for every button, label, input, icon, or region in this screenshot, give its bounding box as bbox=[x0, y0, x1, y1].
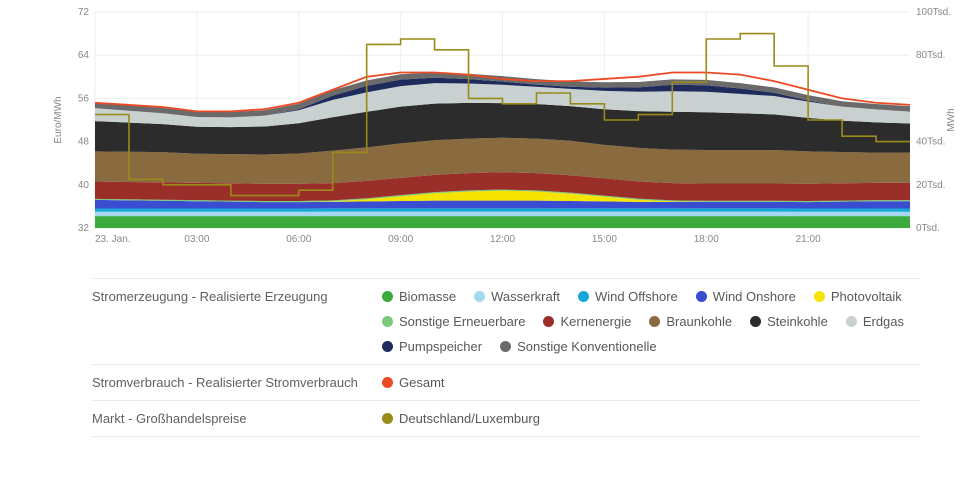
legend-dot-icon bbox=[649, 316, 660, 327]
legend-item-label: Steinkohle bbox=[767, 314, 828, 329]
legend-item-de_lu[interactable]: Deutschland/Luxemburg bbox=[382, 411, 540, 426]
svg-text:56: 56 bbox=[78, 93, 90, 104]
legend-items: Biomasse Wasserkraft Wind Offshore Wind Ons… bbox=[382, 289, 920, 354]
legend-section-erzeugung: Stromerzeugung - Realisierte Erzeugung B… bbox=[92, 278, 920, 364]
legend-dot-icon bbox=[500, 341, 511, 352]
legend-item-kernenergie[interactable]: Kernenergie bbox=[543, 314, 631, 329]
legend-item-label: Wind Onshore bbox=[713, 289, 796, 304]
svg-text:100Tsd.: 100Tsd. bbox=[916, 7, 951, 18]
legend-dot-icon bbox=[846, 316, 857, 327]
legend-item-erdgas[interactable]: Erdgas bbox=[846, 314, 904, 329]
legend-dot-icon bbox=[474, 291, 485, 302]
legend-item-label: Wasserkraft bbox=[491, 289, 560, 304]
legend-item-wind_onshore[interactable]: Wind Onshore bbox=[696, 289, 796, 304]
svg-text:80Tsd.: 80Tsd. bbox=[916, 50, 945, 61]
legend-item-gesamt[interactable]: Gesamt bbox=[382, 375, 445, 390]
legend-section-verbrauch: Stromverbrauch - Realisierter Stromverbr… bbox=[92, 364, 920, 400]
legend-items: Deutschland/Luxemburg bbox=[382, 411, 540, 426]
area-wind_offshore bbox=[95, 208, 910, 211]
legend-item-pumpspeicher[interactable]: Pumpspeicher bbox=[382, 339, 482, 354]
legend-item-label: Deutschland/Luxemburg bbox=[399, 411, 540, 426]
legend-item-label: Photovoltaik bbox=[831, 289, 902, 304]
legend-item-label: Sonstige Erneuerbare bbox=[399, 314, 525, 329]
legend-dot-icon bbox=[382, 377, 393, 388]
legend-item-wasserkraft[interactable]: Wasserkraft bbox=[474, 289, 560, 304]
legend-dot-icon bbox=[382, 316, 393, 327]
svg-text:03:00: 03:00 bbox=[184, 234, 209, 245]
legend-item-label: Sonstige Konventionelle bbox=[517, 339, 657, 354]
legend-dot-icon bbox=[578, 291, 589, 302]
legend-dot-icon bbox=[382, 413, 393, 424]
legend-item-photovoltaik[interactable]: Photovoltaik bbox=[814, 289, 902, 304]
svg-text:Euro/MWh: Euro/MWh bbox=[53, 96, 64, 143]
svg-text:18:00: 18:00 bbox=[694, 234, 719, 245]
area-wasserkraft bbox=[95, 212, 910, 217]
svg-text:72: 72 bbox=[78, 7, 90, 18]
legend-item-braunkohle[interactable]: Braunkohle bbox=[649, 314, 732, 329]
legend-dot-icon bbox=[814, 291, 825, 302]
svg-text:32: 32 bbox=[78, 223, 90, 234]
legend-section-title: Stromerzeugung - Realisierte Erzeugung bbox=[92, 289, 382, 304]
svg-text:40Tsd.: 40Tsd. bbox=[916, 137, 945, 148]
area-biomasse bbox=[95, 216, 910, 228]
legend-item-label: Biomasse bbox=[399, 289, 456, 304]
legend-item-steinkohle[interactable]: Steinkohle bbox=[750, 314, 828, 329]
legend-item-wind_offshore[interactable]: Wind Offshore bbox=[578, 289, 678, 304]
legend-item-label: Gesamt bbox=[399, 375, 445, 390]
legend-dot-icon bbox=[382, 341, 393, 352]
legend-section-title: Stromverbrauch - Realisierter Stromverbr… bbox=[92, 375, 382, 390]
legend-item-biomasse[interactable]: Biomasse bbox=[382, 289, 456, 304]
svg-text:12:00: 12:00 bbox=[490, 234, 515, 245]
legend-dot-icon bbox=[382, 291, 393, 302]
energy-chart: 32 40 48 56 64 72 0Tsd. 20Tsd. 40Tsd. 80Tsd. 100Ts… bbox=[0, 0, 960, 260]
legend-item-sonstige_konv[interactable]: Sonstige Konventionelle bbox=[500, 339, 657, 354]
svg-text:20Tsd.: 20Tsd. bbox=[916, 180, 945, 191]
svg-text:09:00: 09:00 bbox=[388, 234, 413, 245]
legend: Stromerzeugung - Realisierte Erzeugung B… bbox=[92, 278, 920, 437]
legend-item-label: Kernenergie bbox=[560, 314, 631, 329]
svg-text:06:00: 06:00 bbox=[286, 234, 311, 245]
svg-text:64: 64 bbox=[78, 50, 90, 61]
svg-text:0Tsd.: 0Tsd. bbox=[916, 223, 940, 234]
legend-item-sonstige_ee[interactable]: Sonstige Erneuerbare bbox=[382, 314, 525, 329]
legend-dot-icon bbox=[696, 291, 707, 302]
legend-items: Gesamt bbox=[382, 375, 445, 390]
legend-section-title: Markt - Großhandelspreise bbox=[92, 411, 382, 426]
legend-dot-icon bbox=[543, 316, 554, 327]
legend-item-label: Braunkohle bbox=[666, 314, 732, 329]
svg-text:21:00: 21:00 bbox=[796, 234, 821, 245]
svg-text:40: 40 bbox=[78, 180, 90, 191]
svg-text:15:00: 15:00 bbox=[592, 234, 617, 245]
legend-dot-icon bbox=[750, 316, 761, 327]
legend-item-label: Pumpspeicher bbox=[399, 339, 482, 354]
legend-item-label: Erdgas bbox=[863, 314, 904, 329]
svg-text:23. Jan.: 23. Jan. bbox=[95, 234, 131, 245]
legend-section-markt: Markt - Großhandelspreise Deutschland/Lu… bbox=[92, 400, 920, 437]
svg-text:48: 48 bbox=[78, 137, 90, 148]
legend-item-label: Wind Offshore bbox=[595, 289, 678, 304]
svg-text:MWh: MWh bbox=[946, 108, 957, 131]
